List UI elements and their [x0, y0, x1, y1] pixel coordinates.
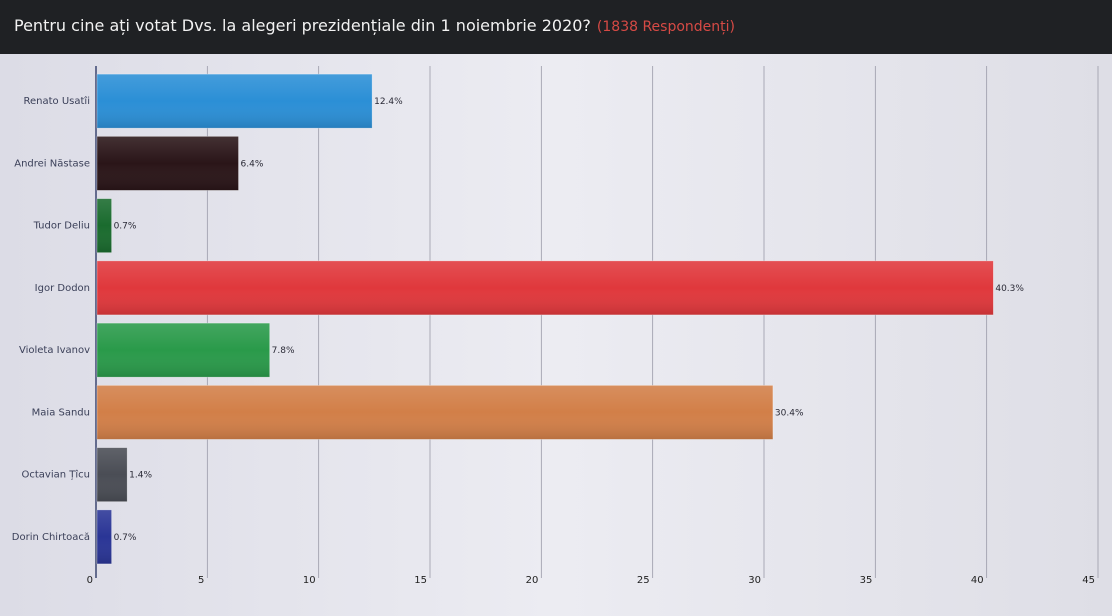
x-tick-label: 10 — [303, 575, 316, 586]
bar-shading — [97, 323, 270, 378]
data-label: 12.4% — [374, 97, 403, 107]
x-tick-label: 15 — [414, 575, 427, 586]
bar-shading — [97, 74, 373, 129]
category-label: Igor Dodon — [35, 283, 90, 294]
bar-shading — [97, 385, 773, 440]
x-tick-label: 0 — [87, 575, 93, 586]
category-label: Octavian Țîcu — [22, 469, 90, 481]
x-tick-label: 25 — [637, 575, 650, 586]
data-label: 40.3% — [995, 284, 1024, 294]
x-tick-label: 20 — [526, 575, 539, 586]
category-label: Dorin Chirtoacă — [12, 532, 90, 543]
chart-panel: Renato Usatîi 12.4% Andrei Năstase 6.4% Tudo… — [0, 54, 1112, 616]
x-tick-label: 5 — [198, 575, 204, 586]
x-tick-label: 35 — [860, 575, 873, 586]
data-label: 0.7% — [114, 222, 137, 232]
title-bar: Pentru cine ați votat Dvs. la alegeri pr… — [0, 0, 1112, 54]
survey-question-title: Pentru cine ați votat Dvs. la alegeri pr… — [14, 16, 735, 35]
category-label: Andrei Năstase — [14, 158, 90, 169]
question-text: Pentru cine ați votat Dvs. la alegeri pr… — [14, 16, 591, 35]
bar-shading — [97, 260, 994, 315]
x-tick-label: 40 — [971, 575, 984, 586]
bar-shading — [97, 198, 112, 253]
data-label: 30.4% — [775, 408, 804, 418]
category-label: Renato Usatîi — [24, 95, 90, 107]
bar-shading — [97, 509, 112, 564]
bar-shading — [97, 447, 128, 502]
respondents-count: (1838 Respondenți) — [596, 19, 736, 35]
data-label: 7.8% — [272, 346, 295, 356]
category-label: Maia Sandu — [32, 407, 90, 418]
bar-chart: Renato Usatîi 12.4% Andrei Năstase 6.4% Tudo… — [0, 54, 1112, 616]
category-label: Tudor Deliu — [33, 221, 90, 232]
data-label: 0.7% — [114, 533, 137, 543]
x-tick-label: 45 — [1082, 575, 1095, 586]
bar-shading — [97, 136, 239, 191]
data-label: 1.4% — [129, 471, 152, 481]
category-label: Violeta Ivanov — [19, 345, 90, 356]
x-tick-label: 30 — [748, 575, 761, 586]
data-label: 6.4% — [241, 159, 264, 169]
